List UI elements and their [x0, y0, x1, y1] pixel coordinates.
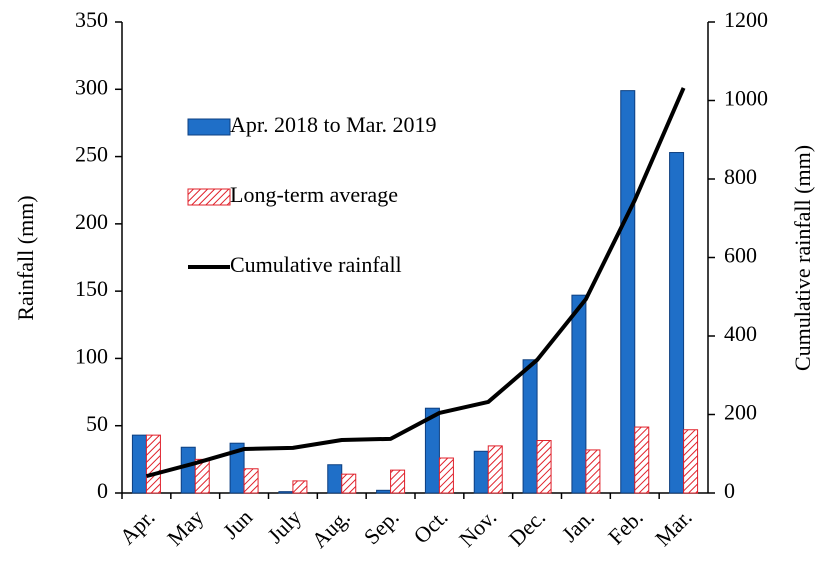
legend-label: Cumulative rainfall	[230, 252, 402, 277]
x-tick-label: May	[162, 504, 208, 550]
x-tick-label: Jun	[218, 504, 257, 543]
bar	[292, 480, 308, 494]
y-tick-label: 200	[75, 209, 108, 234]
bar	[683, 429, 699, 494]
y2-tick-label: 400	[724, 321, 757, 346]
y-tick-label: 150	[75, 276, 108, 301]
y2-tick-label: 1200	[724, 7, 768, 32]
bar	[634, 426, 650, 494]
y2-tick-label: 800	[724, 164, 757, 189]
bar	[536, 440, 552, 494]
legend-label: Apr. 2018 to Mar. 2019	[230, 112, 437, 137]
y-tick-label: 50	[86, 411, 108, 436]
bar	[278, 491, 294, 494]
bar	[376, 489, 392, 494]
y2-axis-label: Cumulative rainfall (mm)	[790, 145, 815, 371]
y2-tick-label: 0	[724, 478, 735, 503]
x-tick-label: Apr.	[115, 504, 160, 549]
bar	[669, 152, 685, 494]
bar	[438, 457, 454, 494]
bar	[487, 445, 503, 494]
x-tick-label: Dec.	[504, 504, 551, 551]
bar	[180, 446, 196, 494]
bar	[585, 449, 601, 494]
bar	[131, 434, 147, 494]
x-tick-label: Jan.	[557, 504, 599, 546]
legend-swatch	[187, 118, 231, 136]
x-tick-label: Aug.	[306, 504, 354, 552]
bar	[229, 442, 245, 494]
bar	[571, 294, 587, 494]
bar	[390, 469, 406, 494]
y-tick-label: 250	[75, 142, 108, 167]
x-tick-label: Sep.	[359, 504, 404, 549]
legend-label: Long-term average	[230, 182, 398, 207]
y-tick-label: 350	[75, 7, 108, 32]
x-tick-label: Mar.	[650, 504, 697, 551]
y-tick-label: 300	[75, 74, 108, 99]
bar	[243, 468, 259, 494]
y-axis-label: Rainfall (mm)	[13, 195, 38, 320]
bar	[620, 90, 636, 494]
bar	[424, 407, 440, 494]
bar	[522, 359, 538, 494]
y2-tick-label: 600	[724, 243, 757, 268]
line	[145, 87, 686, 479]
y-tick-label: 100	[75, 343, 108, 368]
y2-tick-label: 200	[724, 400, 757, 425]
x-tick-label: Feb.	[603, 504, 648, 549]
bar	[327, 464, 343, 494]
y-tick-label: 0	[97, 478, 108, 503]
x-tick-label: July	[262, 504, 306, 548]
x-tick-label: Nov.	[454, 504, 501, 551]
bar	[145, 434, 161, 494]
bar	[473, 450, 489, 494]
y2-tick-label: 1000	[724, 86, 768, 111]
x-tick-label: Oct.	[408, 504, 452, 548]
legend-swatch	[187, 188, 231, 206]
bar	[341, 473, 357, 494]
